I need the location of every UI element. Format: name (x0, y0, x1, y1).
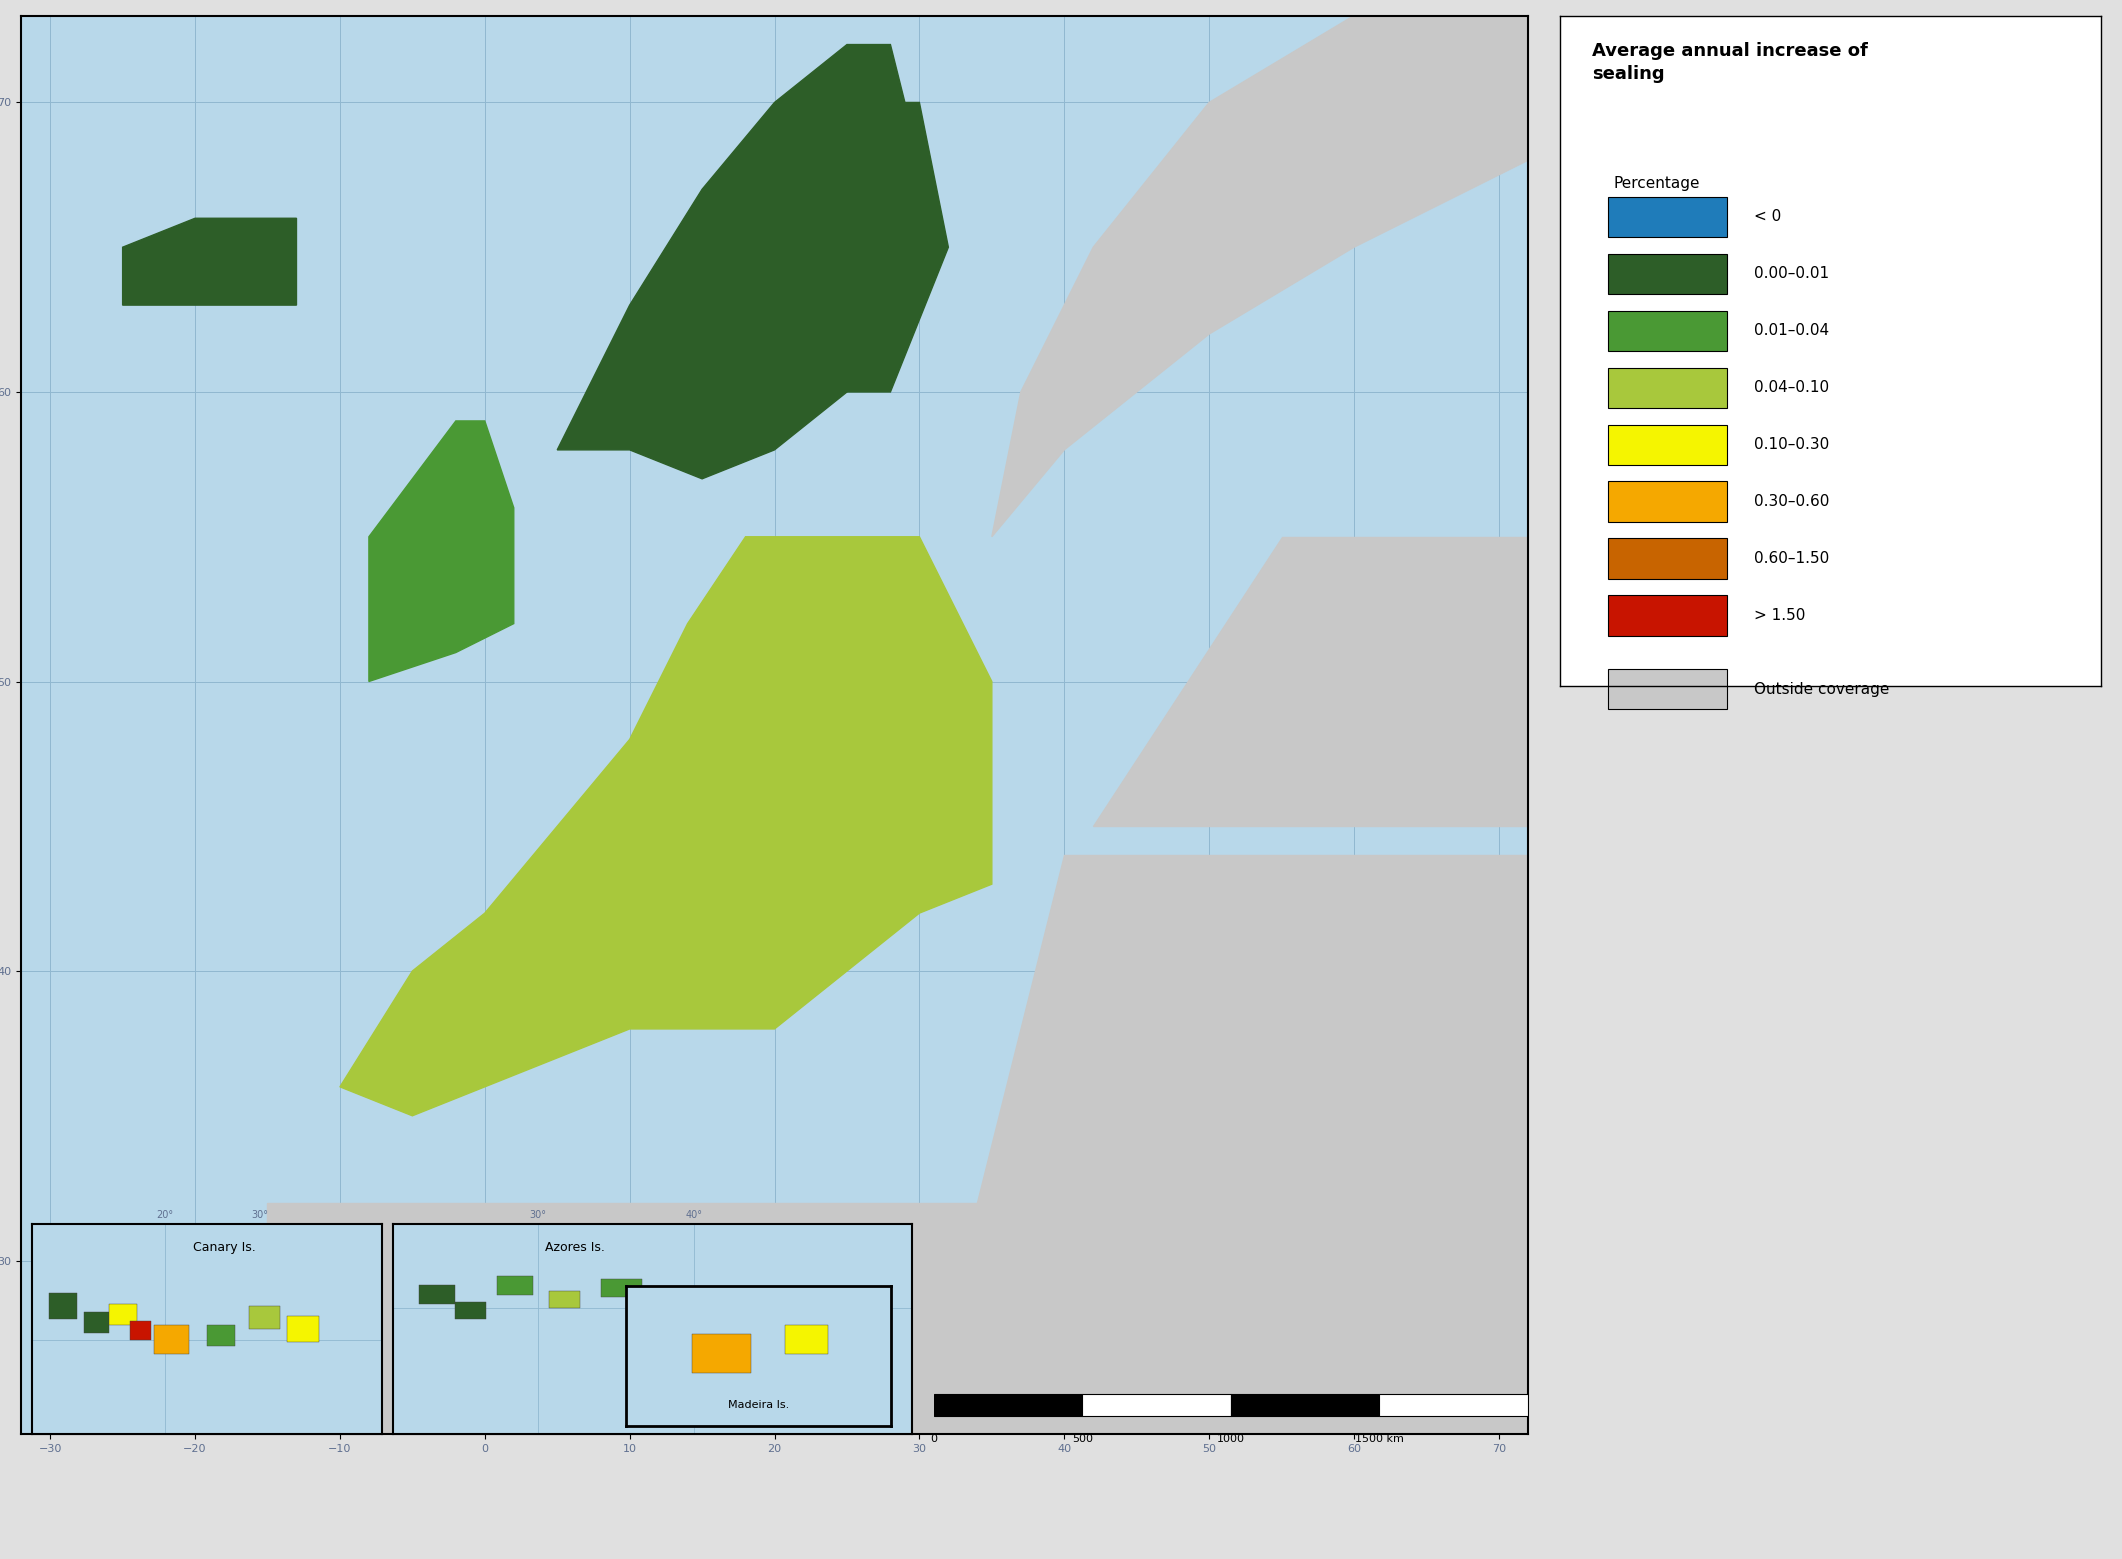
Text: Average annual increase of
sealing: Average annual increase of sealing (1592, 42, 1867, 83)
Text: 500: 500 (1072, 1434, 1093, 1444)
Polygon shape (85, 1313, 108, 1333)
Polygon shape (991, 16, 1528, 536)
Bar (1608, 482, 1727, 522)
Text: 0.01–0.04: 0.01–0.04 (1755, 323, 1829, 338)
Polygon shape (1093, 536, 1528, 826)
Bar (1608, 669, 1727, 709)
Text: 0.04–0.10: 0.04–0.10 (1755, 380, 1829, 394)
Bar (1608, 424, 1727, 465)
Bar (1608, 596, 1727, 636)
Text: 30°: 30° (530, 1210, 547, 1219)
Text: 0.30–0.60: 0.30–0.60 (1755, 494, 1829, 510)
Polygon shape (919, 856, 1528, 1434)
Polygon shape (155, 1325, 189, 1355)
Bar (1608, 538, 1727, 578)
Bar (1608, 196, 1727, 237)
Text: Madeira Is.: Madeira Is. (728, 1400, 789, 1409)
Bar (934, 1394, 1082, 1416)
Bar (1608, 254, 1727, 293)
Text: 30°: 30° (250, 1210, 267, 1219)
Polygon shape (108, 1303, 136, 1325)
Polygon shape (267, 1202, 1065, 1434)
Polygon shape (129, 1320, 151, 1339)
Polygon shape (340, 536, 991, 1116)
Text: 0.60–1.50: 0.60–1.50 (1755, 550, 1829, 566)
Polygon shape (547, 1291, 579, 1308)
Polygon shape (206, 1325, 236, 1345)
Bar (1379, 1394, 1528, 1416)
Polygon shape (286, 1316, 318, 1342)
Polygon shape (49, 1294, 76, 1319)
Polygon shape (497, 1277, 533, 1296)
Bar (1082, 1394, 1231, 1416)
Text: Outside coverage: Outside coverage (1755, 681, 1891, 697)
Polygon shape (601, 1278, 643, 1297)
Text: Percentage: Percentage (1615, 176, 1700, 192)
Text: 40°: 40° (685, 1210, 702, 1219)
Text: 1500 km: 1500 km (1354, 1434, 1405, 1444)
Text: 0.10–0.30: 0.10–0.30 (1755, 437, 1829, 452)
Text: < 0: < 0 (1755, 209, 1782, 224)
Polygon shape (785, 1325, 828, 1353)
Bar (1608, 368, 1727, 408)
Text: Canary Is.: Canary Is. (193, 1241, 257, 1253)
Text: 0: 0 (929, 1434, 938, 1444)
Polygon shape (369, 421, 514, 681)
Polygon shape (558, 45, 919, 479)
Text: 1000: 1000 (1216, 1434, 1246, 1444)
Bar (1231, 1394, 1379, 1416)
Text: Azores Is.: Azores Is. (545, 1241, 605, 1253)
Polygon shape (832, 103, 949, 391)
Text: 0.00–0.01: 0.00–0.01 (1755, 267, 1829, 281)
Text: 20°: 20° (157, 1210, 174, 1219)
Text: > 1.50: > 1.50 (1755, 608, 1806, 624)
Polygon shape (418, 1285, 454, 1303)
Bar (1608, 310, 1727, 351)
Polygon shape (692, 1335, 751, 1373)
Polygon shape (248, 1306, 280, 1328)
Polygon shape (454, 1302, 486, 1319)
Polygon shape (123, 218, 297, 306)
